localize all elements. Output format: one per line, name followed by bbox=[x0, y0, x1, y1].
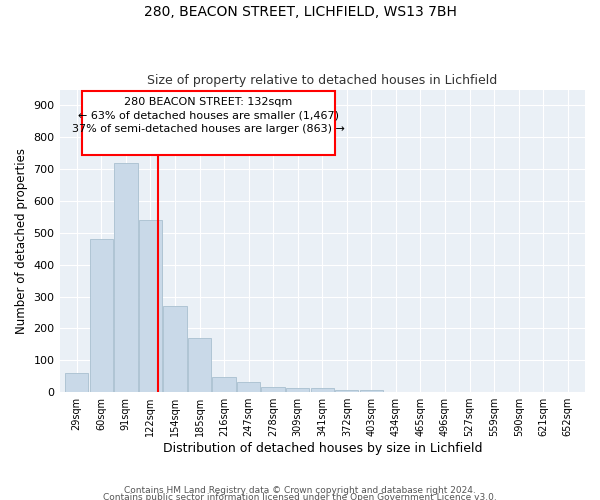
Bar bbox=[163, 306, 187, 392]
Bar bbox=[139, 220, 162, 392]
Bar bbox=[212, 377, 236, 392]
Text: Contains HM Land Registry data © Crown copyright and database right 2024.: Contains HM Land Registry data © Crown c… bbox=[124, 486, 476, 495]
Bar bbox=[286, 388, 310, 392]
Text: Contains public sector information licensed under the Open Government Licence v3: Contains public sector information licen… bbox=[103, 494, 497, 500]
Text: 37% of semi-detached houses are larger (863) →: 37% of semi-detached houses are larger (… bbox=[71, 124, 344, 134]
Bar bbox=[82, 91, 335, 155]
Bar bbox=[360, 390, 383, 392]
Text: ← 63% of detached houses are smaller (1,467): ← 63% of detached houses are smaller (1,… bbox=[77, 110, 338, 120]
Y-axis label: Number of detached properties: Number of detached properties bbox=[15, 148, 28, 334]
Bar bbox=[89, 239, 113, 392]
Text: 280, BEACON STREET, LICHFIELD, WS13 7BH: 280, BEACON STREET, LICHFIELD, WS13 7BH bbox=[143, 5, 457, 19]
Bar bbox=[311, 388, 334, 392]
Bar bbox=[237, 382, 260, 392]
Bar bbox=[188, 338, 211, 392]
Bar bbox=[335, 390, 358, 392]
Text: 280 BEACON STREET: 132sqm: 280 BEACON STREET: 132sqm bbox=[124, 96, 292, 106]
Bar bbox=[114, 163, 137, 392]
Bar bbox=[262, 388, 285, 392]
X-axis label: Distribution of detached houses by size in Lichfield: Distribution of detached houses by size … bbox=[163, 442, 482, 455]
Title: Size of property relative to detached houses in Lichfield: Size of property relative to detached ho… bbox=[147, 74, 497, 87]
Bar bbox=[65, 373, 88, 392]
